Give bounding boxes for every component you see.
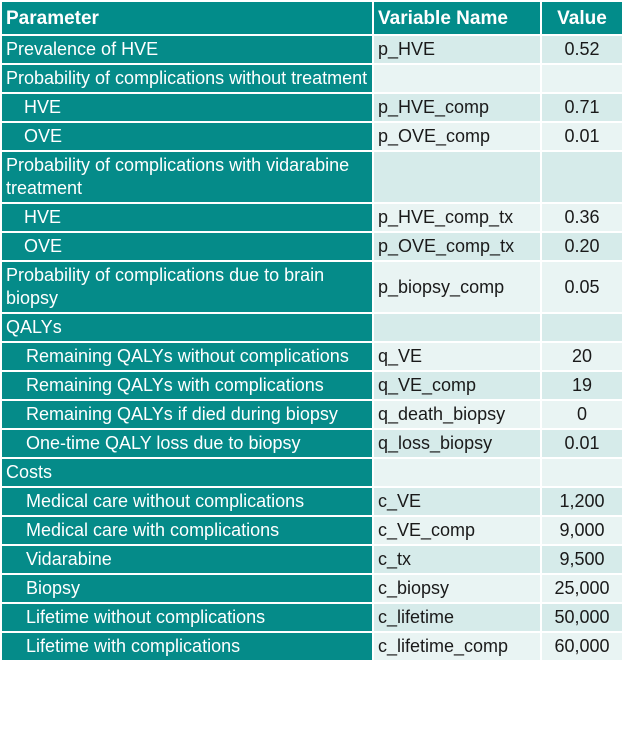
parameter-table: Parameter Variable Name Value Prevalence…	[2, 2, 622, 660]
parameter-cell: Biopsy	[2, 575, 372, 602]
header-value: Value	[542, 2, 622, 34]
parameter-cell: One-time QALY loss due to biopsy	[2, 430, 372, 457]
value-cell: 9,500	[542, 546, 622, 573]
value-cell	[542, 152, 622, 202]
value-cell: 60,000	[542, 633, 622, 660]
variable-name-cell: c_VE_comp	[374, 517, 540, 544]
value-cell: 0.01	[542, 430, 622, 457]
table-row: Probability of complications without tre…	[2, 65, 622, 92]
table-row: Probability of complications with vidara…	[2, 152, 622, 202]
parameter-cell: OVE	[2, 123, 372, 150]
variable-name-cell	[374, 459, 540, 486]
parameter-cell: OVE	[2, 233, 372, 260]
value-cell	[542, 65, 622, 92]
value-cell: 0.36	[542, 204, 622, 231]
value-cell: 0.01	[542, 123, 622, 150]
variable-name-cell	[374, 65, 540, 92]
table-row: Costs	[2, 459, 622, 486]
table-row: Lifetime with complications c_lifetime_co…	[2, 633, 622, 660]
variable-name-cell	[374, 314, 540, 341]
parameter-cell: Medical care without complications	[2, 488, 372, 515]
parameter-cell: Remaining QALYs without complications	[2, 343, 372, 370]
parameter-cell: Remaining QALYs with complications	[2, 372, 372, 399]
variable-name-cell: p_OVE_comp_tx	[374, 233, 540, 260]
parameter-cell: Lifetime with complications	[2, 633, 372, 660]
variable-name-cell: q_VE	[374, 343, 540, 370]
value-cell: 50,000	[542, 604, 622, 631]
value-cell: 0.71	[542, 94, 622, 121]
parameter-cell: Medical care with complications	[2, 517, 372, 544]
table-row: Remaining QALYs if died during biopsy q_d…	[2, 401, 622, 428]
table-row: OVE p_OVE_comp 0.01	[2, 123, 622, 150]
table-row: Vidarabine c_tx 9,500	[2, 546, 622, 573]
parameter-cell: Remaining QALYs if died during biopsy	[2, 401, 372, 428]
table-row: Remaining QALYs with complications q_VE_c…	[2, 372, 622, 399]
table-row: Biopsy c_biopsy 25,000	[2, 575, 622, 602]
value-cell: 19	[542, 372, 622, 399]
variable-name-cell	[374, 152, 540, 202]
table-row: Prevalence of HVE p_HVE 0.52	[2, 36, 622, 63]
parameter-cell: Probability of complications with vidara…	[2, 152, 372, 202]
variable-name-cell: c_VE	[374, 488, 540, 515]
variable-name-cell: p_HVE	[374, 36, 540, 63]
value-cell: 0.52	[542, 36, 622, 63]
variable-name-cell: c_lifetime	[374, 604, 540, 631]
variable-name-cell: q_death_biopsy	[374, 401, 540, 428]
parameter-cell: QALYs	[2, 314, 372, 341]
parameter-cell: Costs	[2, 459, 372, 486]
variable-name-cell: p_HVE_comp	[374, 94, 540, 121]
table-row: QALYs	[2, 314, 622, 341]
parameter-cell: Vidarabine	[2, 546, 372, 573]
table-row: Remaining QALYs without complications q_V…	[2, 343, 622, 370]
table-row: Probability of complications due to brai…	[2, 262, 622, 312]
value-cell	[542, 314, 622, 341]
header-parameter: Parameter	[2, 2, 372, 34]
value-cell: 25,000	[542, 575, 622, 602]
header-row: Parameter Variable Name Value	[2, 2, 622, 34]
parameter-cell: Prevalence of HVE	[2, 36, 372, 63]
table-row: Medical care without complications c_VE 1,…	[2, 488, 622, 515]
header-variable-name: Variable Name	[374, 2, 540, 34]
value-cell: 9,000	[542, 517, 622, 544]
value-cell: 0.05	[542, 262, 622, 312]
parameter-cell: HVE	[2, 94, 372, 121]
parameter-cell: Lifetime without complications	[2, 604, 372, 631]
variable-name-cell: c_tx	[374, 546, 540, 573]
variable-name-cell: p_biopsy_comp	[374, 262, 540, 312]
table-row: HVE p_HVE_comp 0.71	[2, 94, 622, 121]
table-row: OVE p_OVE_comp_tx 0.20	[2, 233, 622, 260]
value-cell: 0	[542, 401, 622, 428]
value-cell: 1,200	[542, 488, 622, 515]
value-cell: 20	[542, 343, 622, 370]
variable-name-cell: c_biopsy	[374, 575, 540, 602]
table-row: Medical care with complications c_VE_comp…	[2, 517, 622, 544]
table-row: Lifetime without complications c_lifetime…	[2, 604, 622, 631]
value-cell	[542, 459, 622, 486]
variable-name-cell: q_loss_biopsy	[374, 430, 540, 457]
parameter-cell: Probability of complications due to brai…	[2, 262, 372, 312]
value-cell: 0.20	[542, 233, 622, 260]
variable-name-cell: p_OVE_comp	[374, 123, 540, 150]
table-row: One-time QALY loss due to biopsy q_loss_b…	[2, 430, 622, 457]
table-row: HVE p_HVE_comp_tx 0.36	[2, 204, 622, 231]
parameter-cell: HVE	[2, 204, 372, 231]
variable-name-cell: q_VE_comp	[374, 372, 540, 399]
variable-name-cell: c_lifetime_comp	[374, 633, 540, 660]
variable-name-cell: p_HVE_comp_tx	[374, 204, 540, 231]
parameter-cell: Probability of complications without tre…	[2, 65, 372, 92]
